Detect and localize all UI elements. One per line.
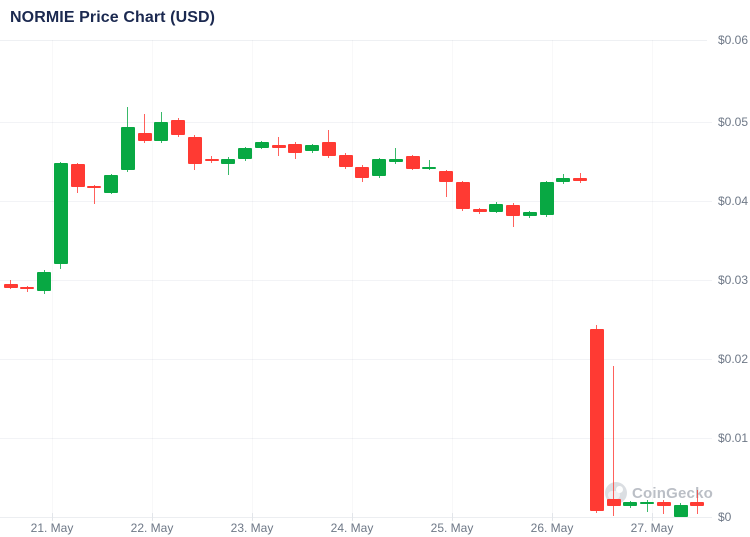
candle-body[interactable] bbox=[305, 145, 319, 152]
day-gridline bbox=[252, 40, 253, 518]
candle-body[interactable] bbox=[355, 166, 370, 178]
candle-body[interactable] bbox=[690, 502, 705, 507]
candle-body[interactable] bbox=[522, 212, 537, 217]
x-axis-tick-label: 26. May bbox=[530, 521, 574, 535]
price-gridline bbox=[0, 122, 712, 124]
price-gridline bbox=[0, 280, 712, 282]
candle-body[interactable] bbox=[171, 119, 185, 135]
y-axis-tick-label: $0.05 bbox=[718, 115, 749, 130]
candle-body[interactable] bbox=[154, 122, 169, 142]
candle-body[interactable] bbox=[321, 142, 336, 157]
price-gridline bbox=[0, 359, 712, 361]
candle-body[interactable] bbox=[271, 145, 286, 148]
day-gridline bbox=[552, 40, 553, 518]
x-axis-tick bbox=[52, 513, 53, 521]
y-axis-tick-label: $0 bbox=[718, 510, 732, 525]
candle-body[interactable] bbox=[254, 142, 269, 148]
day-gridline bbox=[52, 40, 53, 518]
candle-body[interactable] bbox=[204, 159, 219, 162]
page-title: NORMIE Price Chart (USD) bbox=[10, 9, 216, 26]
candle-body[interactable] bbox=[455, 182, 470, 210]
x-axis-tick-label: 24. May bbox=[330, 521, 374, 535]
title-divider bbox=[0, 40, 707, 41]
candle-body[interactable] bbox=[656, 501, 671, 507]
x-axis-tick bbox=[552, 513, 553, 521]
x-axis-tick-label: 22. May bbox=[130, 521, 174, 535]
x-axis-tick bbox=[352, 513, 353, 521]
day-gridline bbox=[652, 40, 653, 518]
candle-body[interactable] bbox=[506, 204, 520, 217]
candle-wick bbox=[428, 160, 430, 171]
candle-body[interactable] bbox=[20, 287, 35, 290]
candle-wick bbox=[613, 366, 614, 517]
x-axis-tick bbox=[652, 513, 653, 521]
y-axis-tick-label: $0.01 bbox=[718, 431, 749, 446]
candle-wick bbox=[646, 499, 648, 513]
candle-body[interactable] bbox=[53, 163, 68, 265]
candle-body[interactable] bbox=[439, 171, 453, 183]
candle-body[interactable] bbox=[87, 186, 102, 189]
x-axis-line bbox=[0, 517, 712, 518]
candle-body[interactable] bbox=[70, 164, 85, 188]
x-axis-tick bbox=[452, 513, 453, 521]
y-axis-tick-label: $0.06 bbox=[718, 33, 749, 47]
candle-body[interactable] bbox=[640, 501, 654, 504]
candle-body[interactable] bbox=[673, 504, 688, 517]
candle-body[interactable] bbox=[372, 159, 386, 176]
candle-body[interactable] bbox=[472, 209, 487, 213]
candle-body[interactable] bbox=[405, 156, 420, 169]
x-axis-tick-label: 27. May bbox=[630, 521, 674, 535]
y-axis-tick-label: $0.03 bbox=[718, 273, 749, 288]
y-axis-tick-label: $0.02 bbox=[718, 352, 749, 367]
candle-wick bbox=[696, 489, 698, 515]
candle-body[interactable] bbox=[238, 148, 252, 160]
candle-body[interactable] bbox=[589, 328, 604, 511]
y-axis-tick-label: $0.04 bbox=[718, 194, 749, 209]
day-gridline bbox=[352, 40, 353, 518]
x-axis-tick-label: 23. May bbox=[230, 521, 274, 535]
candle-body[interactable] bbox=[221, 158, 236, 165]
candle-body[interactable] bbox=[37, 271, 51, 292]
candle-body[interactable] bbox=[422, 166, 437, 169]
candle-body[interactable] bbox=[489, 203, 504, 212]
candle-body[interactable] bbox=[104, 175, 118, 193]
candle-body[interactable] bbox=[3, 283, 18, 288]
price-gridline bbox=[0, 201, 712, 203]
candle-body[interactable] bbox=[556, 177, 571, 183]
candle-body[interactable] bbox=[606, 499, 621, 507]
candle-wick bbox=[445, 169, 447, 197]
x-axis-tick bbox=[252, 513, 253, 521]
x-axis-tick-label: 25. May bbox=[430, 521, 474, 535]
candle-body[interactable] bbox=[187, 136, 202, 165]
candlestick-chart-area[interactable] bbox=[0, 40, 712, 518]
candle-body[interactable] bbox=[288, 143, 303, 154]
candle-wick bbox=[227, 157, 229, 176]
x-axis-tick bbox=[152, 513, 153, 521]
candle-body[interactable] bbox=[539, 182, 554, 216]
candle-wick bbox=[395, 147, 397, 165]
x-axis-tick-label: 21. May bbox=[30, 521, 74, 535]
candle-body[interactable] bbox=[137, 132, 152, 142]
candle-body[interactable] bbox=[338, 154, 353, 168]
candle-body[interactable] bbox=[388, 158, 403, 163]
candle-body[interactable] bbox=[573, 177, 587, 182]
candle-body[interactable] bbox=[623, 502, 638, 507]
candle-wick bbox=[93, 184, 95, 205]
day-gridline bbox=[152, 40, 153, 518]
candle-body[interactable] bbox=[120, 127, 135, 171]
candle-wick bbox=[144, 114, 145, 143]
candle-wick bbox=[663, 499, 665, 515]
price-gridline bbox=[0, 438, 712, 440]
day-gridline bbox=[452, 40, 453, 518]
